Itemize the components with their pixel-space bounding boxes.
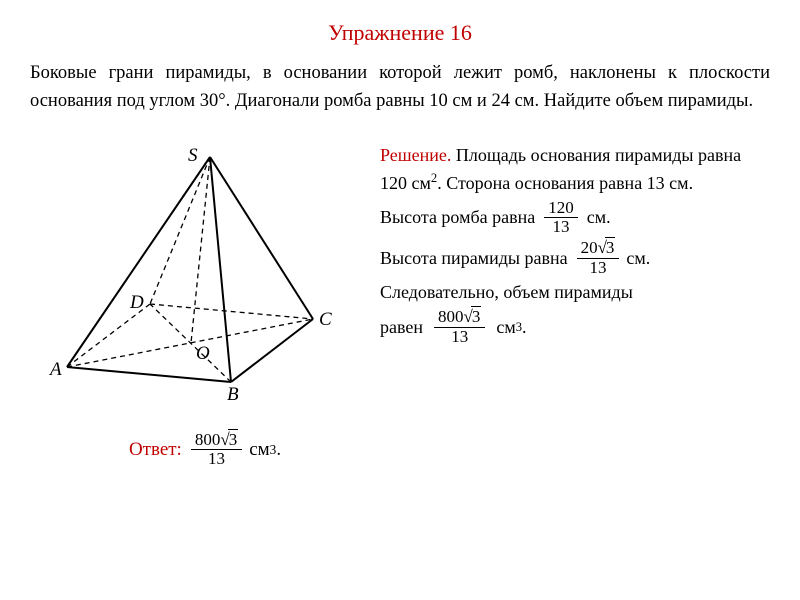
sol-l5-pre: равен: [380, 314, 423, 341]
sol-l5-unit: см: [496, 314, 515, 341]
answer-dot: .: [276, 439, 281, 461]
problem-statement: Боковые грани пирамиды, в основании кото…: [30, 60, 770, 116]
content-row: SABCDO Ответ: 8003 13 см3. Решение. Площ…: [30, 134, 770, 469]
svg-text:O: O: [196, 343, 210, 364]
pyramid-diagram: S A B C D O: [45, 139, 345, 409]
solution-line-4: Следовательно, объем пирамиды: [380, 279, 770, 306]
solution-line-1: Решение. Площадь основания пирамиды равн…: [380, 142, 770, 197]
pyr-h-den: 13: [577, 259, 620, 278]
svg-text:D: D: [129, 292, 144, 313]
svg-text:C: C: [319, 309, 332, 330]
solution-line-2: Высота ромба равна 120 13 см.: [380, 199, 611, 237]
answer-label: Ответ:: [129, 439, 182, 461]
exercise-title: Упражнение 16: [30, 20, 770, 46]
vol-den: 13: [434, 328, 485, 347]
vol-sqrt: 3: [471, 306, 482, 326]
sol-l5-dot: .: [522, 314, 527, 341]
sol-l2-pre: Высота ромба равна: [380, 204, 535, 231]
sol-l2-post: см.: [587, 204, 611, 231]
answer-frac-sqrt: 3: [228, 429, 239, 449]
solution-label: Решение.: [380, 145, 451, 165]
answer-unit: см: [249, 439, 269, 461]
pyr-h-fraction: 20 3 13: [577, 239, 620, 277]
pyr-h-num-a: 20: [581, 238, 598, 257]
svg-text:S: S: [188, 145, 198, 166]
sol-l3-post: см.: [626, 245, 650, 272]
answer-block: Ответ: 8003 13 см3.: [109, 431, 281, 469]
rhombus-h-den: 13: [544, 218, 578, 237]
rhombus-h-fraction: 120 13: [544, 199, 578, 237]
solution-line-3: Высота пирамиды равна 20 3 13 см.: [380, 239, 650, 277]
answer-fraction: 800 3 13: [191, 431, 242, 469]
sol-l3-pre: Высота пирамиды равна: [380, 245, 568, 272]
solution-line-5: равен 800 3 13 см 3.: [380, 308, 527, 346]
answer-frac-den: 13: [191, 450, 242, 469]
rhombus-h-num: 120: [544, 199, 578, 219]
left-column: SABCDO Ответ: 8003 13 см3.: [30, 134, 360, 469]
svg-text:A: A: [48, 359, 62, 380]
sol-l1b: . Сторона основания равна 13 см.: [437, 173, 693, 193]
volume-fraction: 800 3 13: [434, 308, 485, 346]
pyr-h-sqrt: 3: [605, 237, 616, 257]
vol-num-a: 800: [438, 307, 464, 326]
svg-text:B: B: [227, 384, 239, 405]
solution-column: Решение. Площадь основания пирамиды равн…: [380, 134, 770, 469]
answer-frac-num-a: 800: [195, 430, 221, 449]
answer-sup: 3: [270, 442, 277, 458]
